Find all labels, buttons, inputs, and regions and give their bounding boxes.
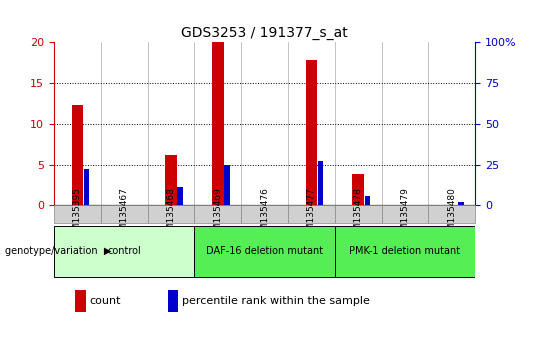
Text: count: count	[90, 296, 122, 306]
Bar	[72, 105, 83, 205]
Text: GSM135477: GSM135477	[307, 187, 316, 242]
Text: DAF-16 deletion mutant: DAF-16 deletion mutant	[206, 246, 323, 256]
Text: GSM135467: GSM135467	[120, 187, 129, 242]
Bar	[194, 205, 241, 223]
Bar	[54, 226, 194, 277]
Title: GDS3253 / 191377_s_at: GDS3253 / 191377_s_at	[181, 26, 348, 40]
Text: GSM135480: GSM135480	[447, 187, 456, 242]
Text: GSM135479: GSM135479	[401, 187, 409, 242]
Bar	[382, 205, 428, 223]
Bar	[84, 170, 89, 205]
Bar	[364, 195, 370, 205]
Bar	[306, 61, 317, 205]
Bar	[177, 187, 183, 205]
Text: control: control	[107, 246, 141, 256]
Bar	[101, 205, 147, 223]
Bar	[224, 165, 230, 205]
Bar	[194, 226, 335, 277]
Bar	[335, 205, 382, 223]
Text: percentile rank within the sample: percentile rank within the sample	[183, 296, 370, 306]
Bar	[241, 205, 288, 223]
Text: GSM135478: GSM135478	[354, 187, 363, 242]
Bar	[458, 202, 464, 205]
Bar	[54, 205, 101, 223]
Bar	[335, 226, 475, 277]
Bar	[165, 155, 177, 205]
Bar	[318, 161, 323, 205]
Bar	[353, 173, 364, 205]
Bar	[168, 290, 178, 312]
Text: genotype/variation  ▶: genotype/variation ▶	[5, 246, 112, 256]
Text: GSM135395: GSM135395	[73, 187, 82, 242]
Bar	[147, 205, 194, 223]
Bar	[212, 42, 224, 205]
Bar	[75, 290, 85, 312]
Text: GSM135469: GSM135469	[213, 187, 222, 242]
Bar	[428, 205, 475, 223]
Text: PMK-1 deletion mutant: PMK-1 deletion mutant	[349, 246, 461, 256]
Text: GSM135476: GSM135476	[260, 187, 269, 242]
Bar	[288, 205, 335, 223]
Text: GSM135468: GSM135468	[166, 187, 176, 242]
